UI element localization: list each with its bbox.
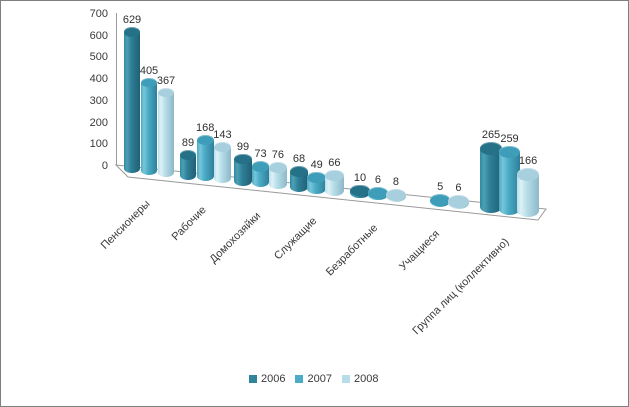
value-label: 6 [374,174,382,187]
cylinder-body [213,147,232,179]
y-axis-tick-label: 0 [101,160,108,172]
cylinder-bottom [234,175,252,186]
legend-label: 2006 [261,373,286,385]
value-label: 367 [156,74,176,87]
cylinder-bottom [179,169,197,180]
cylinder-top [448,195,469,208]
legend-item: 2008 [341,373,379,385]
value-label: 89 [181,137,195,150]
cylinder-top [141,77,157,88]
value-label: 629 [122,14,142,27]
cylinder-bottom [196,171,214,182]
cylinder-body [498,152,521,209]
y-axis-tick-label: 300 [89,94,108,107]
value-label: 99 [236,140,250,153]
legend-swatch-2007 [295,375,304,383]
cylinder-bottom [289,180,309,192]
cylinder-top [517,167,539,181]
value-label: 259 [500,132,519,145]
cylinder-bottom [157,167,175,178]
y-axis-tick-label: 200 [89,116,108,129]
value-label: 265 [481,129,501,142]
value-label: 76 [271,149,285,162]
cylinder-top [268,162,287,173]
legend-swatch-2006 [249,375,257,383]
cylinder-top [430,193,451,207]
cylinder-bottom [141,165,157,176]
value-label: 168 [196,121,215,134]
legend-label: 2008 [353,373,379,385]
y-axis-tick-label: 700 [89,8,108,20]
cylinder-bottom [325,184,344,196]
value-label: 143 [213,128,232,141]
cylinder-body [234,158,252,181]
value-label: 68 [292,152,306,165]
legend-swatch-2008 [341,375,350,383]
cylinder-top [157,87,175,98]
cylinder-top [289,165,309,177]
cylinder-body [141,82,157,171]
value-label: 5 [437,180,444,193]
cylinder-body [480,148,502,207]
cylinder-top [251,161,270,172]
value-label: 6 [455,182,462,195]
cylinder-top [234,153,252,165]
cylinder-top [196,134,214,145]
cylinder-top [368,187,388,200]
cylinder-top [386,188,406,201]
cylinder-top [307,171,326,183]
y-axis-tick-label: 400 [89,73,108,86]
value-label: 166 [518,154,538,167]
value-label: 73 [254,148,267,161]
value-label: 405 [139,64,159,77]
cylinder-body [517,174,539,211]
cylinder-top [480,142,502,156]
cylinder-top [213,141,232,153]
cylinder-bottom [307,182,326,194]
cylinder-bottom [213,173,232,184]
value-label: 10 [353,171,367,184]
value-label: 66 [328,156,341,169]
cylinder-top [124,27,140,37]
cylinder-top [325,169,344,182]
legend: 2006 2007 2008 [249,373,388,385]
legend-label: 2007 [307,373,332,385]
cylinder-body [179,155,197,175]
y-axis-tick-label: 500 [89,51,108,64]
y-axis-tick-label: 600 [89,29,108,42]
cylinder-top [350,184,370,197]
value-label: 8 [392,175,399,188]
cylinder-body [124,32,140,169]
y-axis-tick-label: 100 [89,138,108,151]
legend-item: 2006 [249,373,285,385]
legend-item: 2007 [295,373,332,385]
cylinder-body [157,92,175,173]
cylinder-top [498,145,521,159]
cylinder-bottom [124,163,140,174]
cylinder-bottom [251,176,270,188]
cylinder-body [196,139,214,177]
cylinder-top [179,150,197,161]
value-label: 49 [310,158,323,171]
